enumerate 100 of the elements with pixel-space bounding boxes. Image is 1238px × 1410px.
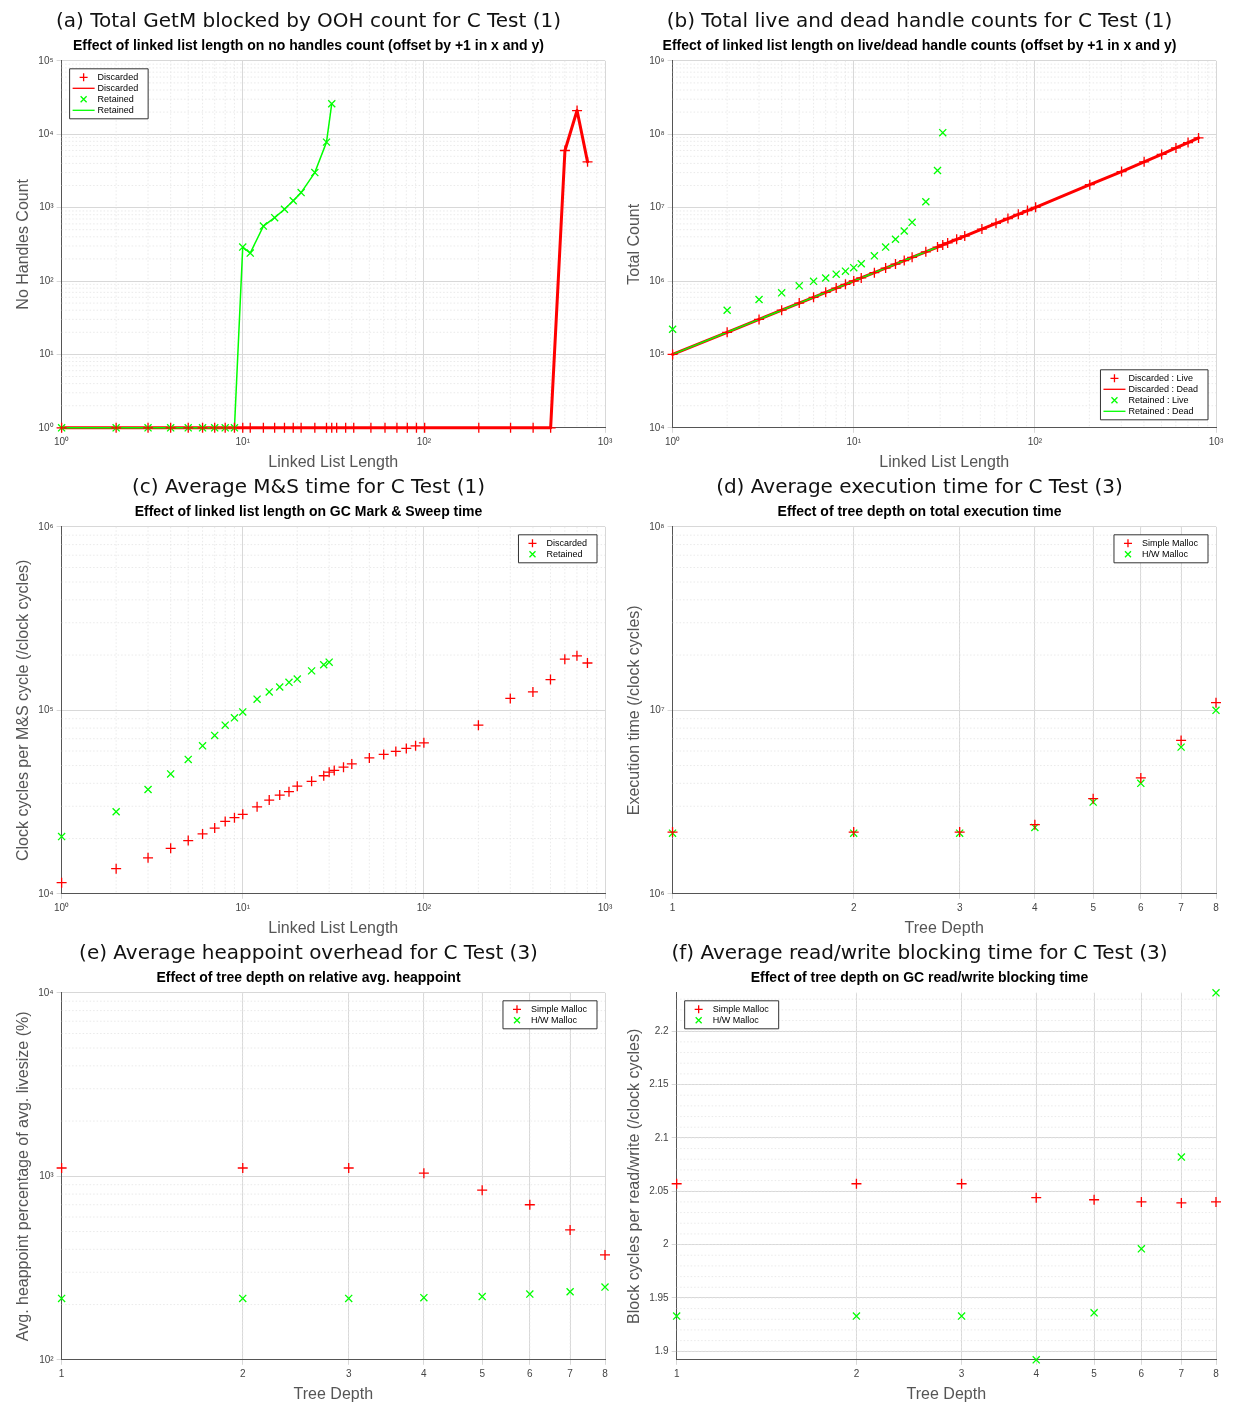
y-axis-title: Total Count <box>625 203 643 285</box>
chart-subtitle: Effect of linked list length on live/dead handle counts (offset by +1 in x and y) <box>662 37 1177 54</box>
y-axis-title: Avg. heappoint percentage of avg. livesize (%) <box>14 1011 32 1342</box>
x-tick-label: 4 <box>1033 1367 1040 1379</box>
legend-label: H/W Malloc <box>1141 548 1189 559</box>
y-tick-label: 1.95 <box>649 1291 670 1303</box>
y-tick-label: 10² <box>39 1353 55 1365</box>
y-axis-title: Execution time (/clock cycles) <box>625 605 643 816</box>
chart-title: (b) Total live and dead handle counts for C Test (1) <box>666 8 1173 33</box>
x-tick-label: 10² <box>416 901 432 913</box>
x-tick-label: 10¹ <box>235 435 251 447</box>
y-tick-label: 10⁴ <box>649 421 665 433</box>
y-tick-label: 2.15 <box>649 1078 670 1090</box>
y-tick-label: 10⁹ <box>649 54 665 66</box>
x-tick-label: 2 <box>239 1367 246 1379</box>
y-tick-label: 10⁷ <box>649 201 665 213</box>
chart-subtitle: Effect of linked list length on GC Mark & Sweep time <box>134 503 483 520</box>
y-tick-label: 10³ <box>39 201 55 213</box>
x-tick-label: 8 <box>1213 1367 1220 1379</box>
x-tick-label: 4 <box>421 1367 428 1379</box>
x-tick-label: 7 <box>1178 1367 1185 1379</box>
x-tick-label: 10³ <box>597 435 613 447</box>
y-tick-label: 10⁸ <box>649 520 665 532</box>
y-tick-label: 10³ <box>39 1170 55 1182</box>
chart-title: (d) Average execution time for C Test (3) <box>716 474 1123 499</box>
y-axis-title: Block cycles per read/write (/clock cycles) <box>625 1028 643 1324</box>
x-tick-label: 8 <box>602 1367 609 1379</box>
x-tick-label: 1 <box>669 901 676 913</box>
y-tick-label: 1.9 <box>654 1345 670 1357</box>
x-tick-label: 10² <box>1027 435 1043 447</box>
y-axis-title: Clock cycles per M&S cycle (/clock cycles) <box>14 559 32 861</box>
x-tick-label: 8 <box>1213 901 1220 913</box>
y-axis-title: No Handles Count <box>14 178 32 310</box>
legend-label: H/W Malloc <box>530 1014 578 1025</box>
chart-title: (f) Average read/write blocking time for C Test (3) <box>671 940 1168 965</box>
chart-subtitle: Effect of tree depth on total execution time <box>777 503 1062 520</box>
x-axis-title: Tree Depth <box>293 1384 374 1402</box>
x-tick-label: 2 <box>853 1367 860 1379</box>
legend-label: Discarded <box>97 71 139 82</box>
y-tick-label: 10² <box>39 274 55 286</box>
legend-label: Retained <box>546 548 583 559</box>
chart-subtitle: Effect of tree depth on relative avg. heappoint <box>156 969 461 986</box>
y-tick-label: 10⁴ <box>38 127 54 139</box>
x-tick-label: 1 <box>58 1367 65 1379</box>
legend-label: Retained <box>97 93 134 104</box>
legend-label: Simple Malloc <box>530 1003 588 1014</box>
y-tick-label: 10⁸ <box>649 127 665 139</box>
y-tick-label: 10⁶ <box>649 274 665 286</box>
x-tick-label: 3 <box>956 901 963 913</box>
x-tick-label: 1 <box>673 1367 680 1379</box>
x-tick-label: 7 <box>567 1367 574 1379</box>
y-tick-label: 2.05 <box>649 1184 670 1196</box>
y-tick-label: 10¹ <box>39 348 55 360</box>
x-axis-title: Tree Depth <box>904 918 984 936</box>
chart-subtitle: Effect of tree depth on GC read/write blocking time <box>750 969 1089 986</box>
x-tick-label: 2 <box>850 901 857 913</box>
y-tick-label: 10⁵ <box>649 348 665 360</box>
x-tick-label: 5 <box>1090 901 1097 913</box>
x-tick-label: 10³ <box>597 901 613 913</box>
x-tick-label: 6 <box>1138 901 1145 913</box>
x-tick-label: 10⁰ <box>54 901 70 913</box>
legend-label: Discarded : Dead <box>1128 383 1199 394</box>
legend-label: Discarded : Live <box>1128 372 1193 383</box>
legend-label: H/W Malloc <box>712 1014 760 1025</box>
legend-label: Retained : Live <box>1128 394 1189 405</box>
y-tick-label: 10⁷ <box>649 704 665 716</box>
chart-title: (a) Total GetM blocked by OOH count for C Test (1) <box>55 8 562 33</box>
x-tick-label: 7 <box>1178 901 1185 913</box>
y-tick-label: 10⁰ <box>38 421 54 433</box>
chart-subtitle: Effect of linked list length on no handles count (offset by +1 in x and y) <box>73 37 544 54</box>
x-tick-label: 10¹ <box>235 901 251 913</box>
legend-label: Discarded <box>97 82 139 93</box>
x-axis-title: Tree Depth <box>906 1384 987 1402</box>
legend-label: Simple Malloc <box>712 1003 770 1014</box>
y-tick-label: 10⁵ <box>38 704 54 716</box>
x-tick-label: 3 <box>958 1367 965 1379</box>
legend-label: Discarded <box>546 537 588 548</box>
chart-title: (c) Average M&S time for C Test (1) <box>131 474 486 499</box>
x-tick-label: 10⁰ <box>665 435 681 447</box>
legend-label: Retained <box>97 104 134 115</box>
y-tick-label: 2.1 <box>654 1131 670 1143</box>
x-axis-title: Linked List Length <box>879 452 1010 470</box>
legend-label: Retained : Dead <box>1128 405 1194 416</box>
x-tick-label: 10³ <box>1208 435 1224 447</box>
y-tick-label: 10⁵ <box>38 54 54 66</box>
x-tick-label: 4 <box>1032 901 1039 913</box>
y-tick-label: 10⁶ <box>649 887 665 899</box>
chart-title: (e) Average heappoint overhead for C Test (3) <box>79 940 538 965</box>
x-tick-label: 3 <box>345 1367 352 1379</box>
y-tick-label: 10⁴ <box>38 887 54 899</box>
x-tick-label: 10¹ <box>846 435 862 447</box>
x-tick-label: 5 <box>1091 1367 1098 1379</box>
x-tick-label: 10² <box>416 435 432 447</box>
y-tick-label: 2.2 <box>654 1024 670 1036</box>
x-tick-label: 6 <box>527 1367 534 1379</box>
x-tick-label: 10⁰ <box>54 435 70 447</box>
y-tick-label: 2 <box>663 1238 670 1250</box>
x-tick-label: 5 <box>479 1367 486 1379</box>
legend-label: Simple Malloc <box>1141 537 1199 548</box>
x-tick-label: 6 <box>1138 1367 1145 1379</box>
